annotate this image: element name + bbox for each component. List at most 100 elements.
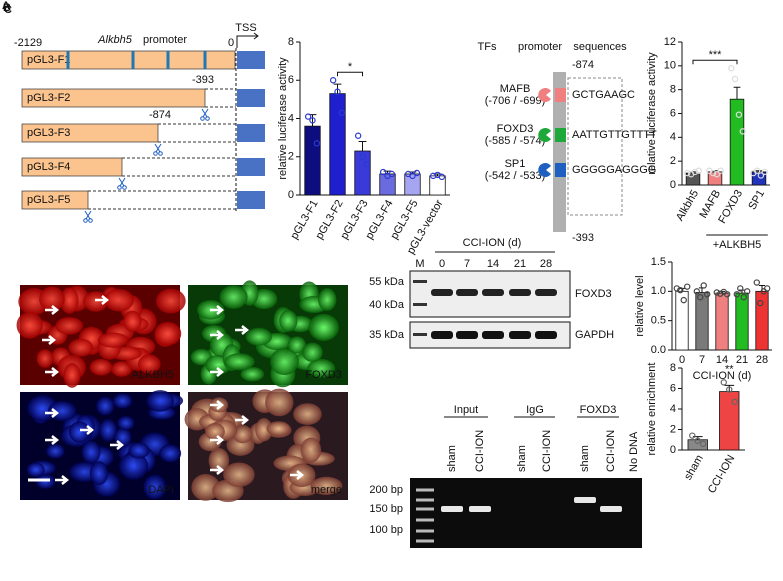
cell (81, 440, 101, 464)
cell (123, 310, 142, 332)
channel-label: merge (311, 484, 342, 496)
cell (155, 288, 186, 314)
x-tick-label: sham (682, 453, 706, 482)
scissors-handle (158, 151, 163, 156)
tf-shape (538, 128, 551, 142)
scissors-icon (153, 143, 163, 156)
y-tick-label: 2 (670, 155, 676, 167)
x-tick-label: CCI-ION (706, 453, 738, 496)
data-point (700, 282, 707, 289)
data-point (673, 285, 680, 292)
data-point (677, 286, 684, 294)
luciferase-box (237, 124, 265, 142)
blot-band (509, 289, 531, 296)
data-point (739, 128, 746, 135)
scissors-blade (118, 177, 125, 187)
cell (68, 421, 90, 443)
cell (104, 288, 134, 312)
y-axis-label: relative luciferase activity (646, 52, 658, 175)
luciferase-box (237, 191, 265, 209)
cell (224, 353, 255, 371)
bar (329, 93, 346, 196)
promoter-zero: 0 (228, 37, 234, 49)
panel-label: A (2, 0, 10, 12)
y-axis-label: relative luciferase activity (277, 57, 289, 180)
tf-range: (-706 / -699) (485, 95, 546, 107)
y-tick-label: 6 (670, 382, 676, 394)
data-point (313, 140, 321, 147)
cell (117, 415, 135, 431)
data-point (731, 398, 738, 406)
channel-label: ALKBH5 (132, 369, 174, 381)
significance-bracket (692, 59, 738, 65)
group-label: Input (454, 404, 478, 416)
arrow (45, 408, 60, 418)
data-point (429, 172, 437, 180)
data-point (731, 75, 739, 83)
cell (287, 336, 307, 354)
gel-band (600, 506, 622, 512)
data-point (713, 289, 720, 296)
cell (128, 442, 150, 459)
cell (97, 332, 129, 348)
channel-label: DAPI (148, 484, 174, 496)
cell (310, 476, 343, 495)
data-point (359, 153, 366, 160)
arrow (290, 470, 305, 480)
data-point (388, 170, 396, 178)
y-tick-label: 8 (288, 36, 294, 48)
cell (265, 388, 294, 417)
data-point (689, 432, 696, 439)
cell (35, 474, 56, 489)
data-point (329, 77, 337, 84)
group-label: IgG (526, 404, 544, 416)
blot-band (535, 331, 557, 339)
significance-label: ** (725, 363, 734, 375)
data-point (413, 169, 421, 177)
ladder-band (416, 498, 434, 502)
arrow (55, 475, 70, 485)
lane-label: sham (516, 445, 528, 472)
bp-marker: 100 bp (369, 524, 403, 536)
cell (245, 327, 272, 346)
arrow (210, 465, 225, 475)
y-tick-label: 0.0 (651, 344, 666, 356)
data-point (728, 65, 735, 72)
scissors-blade (119, 177, 126, 187)
y-tick-label: 8 (670, 84, 676, 96)
tf-name: FOXD3 (497, 123, 534, 135)
data-point (757, 172, 765, 179)
data-point (695, 167, 702, 174)
tf-shape (538, 88, 551, 102)
y-tick-label: 8 (670, 362, 676, 374)
lane-label: sham (446, 445, 458, 472)
tf-range: (-542 / -533) (485, 170, 546, 182)
cell (118, 452, 149, 480)
lane-label: M (415, 258, 424, 270)
y-tick-label: 1.5 (651, 256, 666, 268)
cell (240, 366, 265, 382)
scissors-handle (200, 116, 205, 121)
bar (715, 292, 729, 351)
mw-marker: 55 kDa (369, 276, 405, 288)
y-tick-label: 6 (670, 107, 676, 119)
marker-band (413, 333, 427, 336)
data-point (764, 285, 771, 292)
lane-label: CCI-ION (474, 430, 486, 472)
y-tick-label: 1.0 (651, 285, 666, 297)
cell (279, 309, 298, 332)
tf-name: MAFB (500, 83, 531, 95)
blot-band (535, 289, 557, 296)
range-bottom: -393 (572, 232, 594, 244)
cell (111, 361, 132, 377)
cell (89, 358, 113, 376)
data-point (379, 168, 387, 176)
blot-band (431, 289, 453, 296)
cell (302, 342, 323, 363)
bp-marker: 200 bp (369, 484, 403, 496)
tss-label: TSS (235, 22, 256, 34)
lane-label: 14 (487, 258, 499, 270)
cell (137, 354, 161, 374)
data-point (753, 167, 761, 174)
cell (89, 461, 109, 486)
